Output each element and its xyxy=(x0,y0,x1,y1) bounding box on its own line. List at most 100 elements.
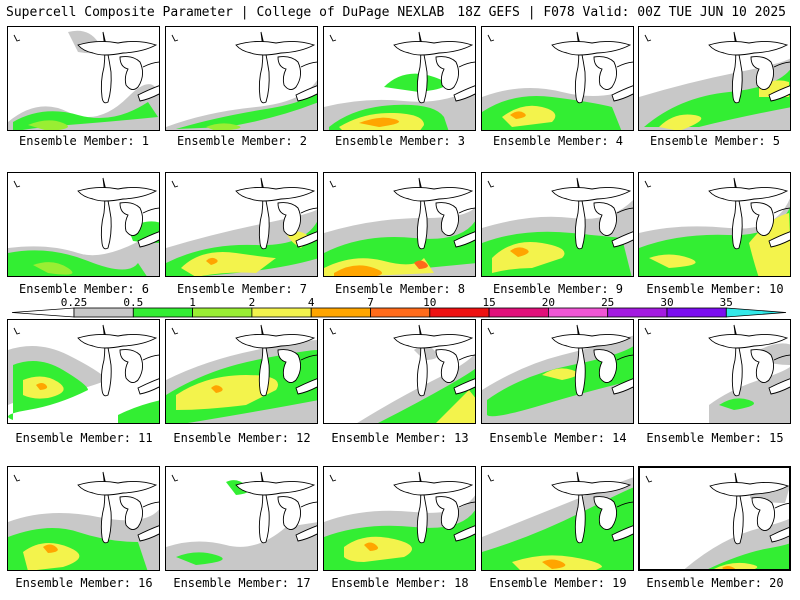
ensemble-member-label: Ensemble Member: 7 xyxy=(176,282,308,296)
color-bar-tick-label: 0.5 xyxy=(123,296,144,309)
scp-contour-fill xyxy=(502,105,556,127)
lake-outline xyxy=(551,333,632,349)
scp-contour-fill xyxy=(23,543,80,570)
lake-outline xyxy=(750,202,774,236)
color-bar-segment xyxy=(488,307,549,318)
map-panel-member-1[interactable] xyxy=(7,26,160,131)
lake-outline xyxy=(137,525,159,542)
lake-outline xyxy=(611,378,633,395)
scp-contour-fill xyxy=(492,242,565,273)
scp-contour-fill xyxy=(487,346,633,417)
map-panel-member-5[interactable] xyxy=(638,26,791,131)
map-panel-member-4[interactable] xyxy=(481,26,634,131)
scp-contour-fill xyxy=(28,120,68,130)
lake-outline xyxy=(593,496,617,530)
map-panel-member-8[interactable] xyxy=(323,172,476,277)
color-bar-segment xyxy=(548,307,609,318)
lake-outline xyxy=(435,202,459,236)
map-panel-member-12[interactable] xyxy=(165,319,318,424)
lake-outline xyxy=(593,56,617,90)
coastline-mark xyxy=(171,34,179,42)
scp-contour-fill xyxy=(176,552,223,565)
map-panel-member-16[interactable] xyxy=(7,466,160,571)
lake-outline xyxy=(295,85,317,102)
lake-outline xyxy=(611,231,633,248)
color-bar-segment xyxy=(429,307,490,318)
lake-outline xyxy=(768,231,790,248)
lake-outline xyxy=(142,207,159,214)
lake-outline xyxy=(258,177,270,250)
map-panel-member-2[interactable] xyxy=(165,26,318,131)
ensemble-member-label: Ensemble Member: 11 xyxy=(15,431,153,445)
map-panel-member-11[interactable] xyxy=(7,319,160,424)
map-panel-member-18[interactable] xyxy=(323,466,476,571)
lake-outline xyxy=(235,480,316,496)
scp-contour-fill xyxy=(510,111,526,119)
map-panel-member-13[interactable] xyxy=(323,319,476,424)
color-bar-tick-label: 30 xyxy=(660,296,674,309)
color-bar-tick-label: 15 xyxy=(482,296,496,309)
map-panel-member-15[interactable] xyxy=(638,319,791,424)
map-panel-member-10[interactable] xyxy=(638,172,791,277)
map-panel-member-20[interactable] xyxy=(638,466,791,571)
lake-outline xyxy=(773,61,790,68)
lake-outline xyxy=(393,186,474,202)
lake-outline xyxy=(258,31,270,104)
scp-contour-fill xyxy=(749,213,790,276)
lake-outline xyxy=(731,31,743,104)
ensemble-member-label: Ensemble Member: 9 xyxy=(492,282,624,296)
map-panel-member-1-field xyxy=(8,30,159,130)
ensemble-member-label: Ensemble Member: 13 xyxy=(331,431,469,445)
map-panel-member-6[interactable] xyxy=(7,172,160,277)
lake-outline xyxy=(551,40,632,56)
color-bar-tick-label: 20 xyxy=(541,296,556,309)
coastline-mark xyxy=(329,327,337,335)
lake-outline xyxy=(774,502,789,509)
lake-outline xyxy=(137,85,159,102)
coastline-mark xyxy=(171,180,179,188)
lake-outline xyxy=(100,31,112,104)
ensemble-member-label: Ensemble Member: 16 xyxy=(15,576,153,590)
coastline-mark xyxy=(645,475,653,483)
map-panel-member-18-field xyxy=(324,471,475,570)
lake-outline xyxy=(616,354,633,361)
lake-outline xyxy=(593,349,617,383)
map-panel-member-9[interactable] xyxy=(481,172,634,277)
lake-outline xyxy=(453,525,475,542)
map-panel-member-19[interactable] xyxy=(481,466,634,571)
coastline-mark xyxy=(644,34,652,42)
ensemble-member-label: Ensemble Member: 19 xyxy=(489,576,627,590)
map-panel-member-19-field xyxy=(482,471,633,570)
map-panel-member-3[interactable] xyxy=(323,26,476,131)
color-bar-segment xyxy=(73,307,134,318)
lake-outline xyxy=(593,202,617,236)
color-bar-segment xyxy=(607,307,668,318)
lake-outline xyxy=(235,333,316,349)
map-panel-member-7[interactable] xyxy=(165,172,318,277)
ensemble-member-label: Ensemble Member: 10 xyxy=(646,282,784,296)
lake-outline xyxy=(708,40,789,56)
map-panel-member-14-field xyxy=(482,324,633,423)
ensemble-member-label: Ensemble Member: 6 xyxy=(18,282,150,296)
coastline-mark xyxy=(329,34,337,42)
ensemble-member-label: Ensemble Member: 1 xyxy=(18,134,150,148)
coastline-mark xyxy=(487,180,495,188)
scp-contour-fill xyxy=(181,252,276,276)
lake-outline xyxy=(435,349,459,383)
lake-outline xyxy=(100,471,112,544)
coastline-mark xyxy=(329,474,337,482)
page-title: Supercell Composite Parameter | College … xyxy=(6,5,445,20)
lake-outline xyxy=(574,471,586,544)
lake-outline xyxy=(300,207,317,214)
map-panel-member-17[interactable] xyxy=(165,466,318,571)
lake-outline xyxy=(137,231,159,248)
lake-outline xyxy=(119,202,143,236)
map-panel-member-13-field xyxy=(329,324,475,423)
lake-outline xyxy=(277,349,301,383)
lake-outline xyxy=(137,378,159,395)
map-panel-member-4-field xyxy=(482,31,633,130)
ensemble-member-label: Ensemble Member: 2 xyxy=(176,134,308,148)
lake-outline xyxy=(277,56,301,90)
map-panel-member-14[interactable] xyxy=(481,319,634,424)
scp-contour-fill xyxy=(166,80,317,130)
